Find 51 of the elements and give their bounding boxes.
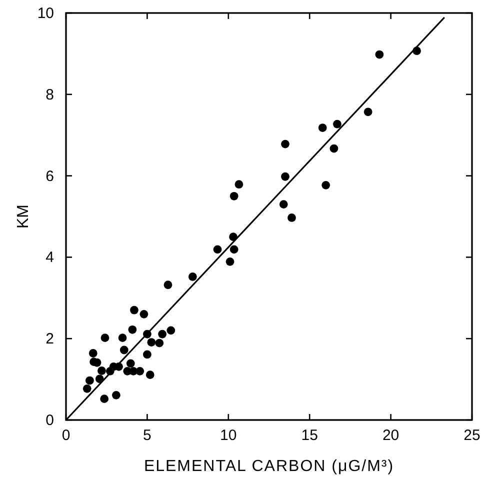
point — [130, 306, 138, 314]
point — [147, 338, 156, 346]
y-tick-label: 8 — [46, 86, 54, 104]
point — [226, 257, 234, 266]
point — [213, 245, 222, 254]
point — [88, 349, 98, 358]
y-tick-label: 6 — [46, 168, 54, 185]
point — [158, 330, 167, 338]
point — [230, 192, 238, 200]
x-tick-label: 20 — [382, 427, 400, 444]
y-axis-title: KM — [15, 204, 32, 228]
x-tick-label: 25 — [464, 427, 480, 444]
point — [322, 180, 330, 190]
point — [234, 180, 244, 189]
point — [98, 366, 106, 375]
point — [279, 200, 288, 208]
point — [120, 346, 128, 354]
x-axis-title: ELEMENTAL CARBON (μG/M³) — [144, 458, 394, 475]
point — [281, 140, 290, 148]
y-tick-label: 4 — [46, 249, 54, 266]
point — [82, 384, 92, 393]
x-tick-label: 0 — [62, 427, 70, 444]
point — [100, 394, 109, 404]
point — [155, 338, 164, 348]
x-tick-label: 5 — [143, 427, 152, 444]
y-tick-label: 0 — [46, 412, 54, 429]
point — [164, 280, 172, 290]
y-tick-label: 10 — [37, 5, 54, 22]
point — [166, 326, 176, 335]
point — [230, 245, 238, 254]
point — [100, 334, 110, 342]
point — [86, 376, 94, 385]
x-tick-label: 10 — [220, 427, 237, 444]
point — [333, 120, 342, 128]
x-tick-label: 15 — [301, 427, 318, 444]
point — [364, 108, 372, 116]
point — [281, 172, 290, 181]
point — [128, 325, 137, 334]
point — [188, 272, 197, 281]
point — [318, 124, 327, 132]
point — [146, 370, 154, 380]
point — [112, 390, 120, 400]
point — [136, 366, 144, 376]
point — [288, 214, 296, 222]
point — [126, 359, 135, 368]
point — [330, 144, 338, 153]
point — [140, 310, 148, 318]
point — [143, 350, 152, 359]
point — [375, 50, 384, 59]
point — [118, 334, 127, 342]
y-tick-label: 2 — [46, 330, 54, 348]
